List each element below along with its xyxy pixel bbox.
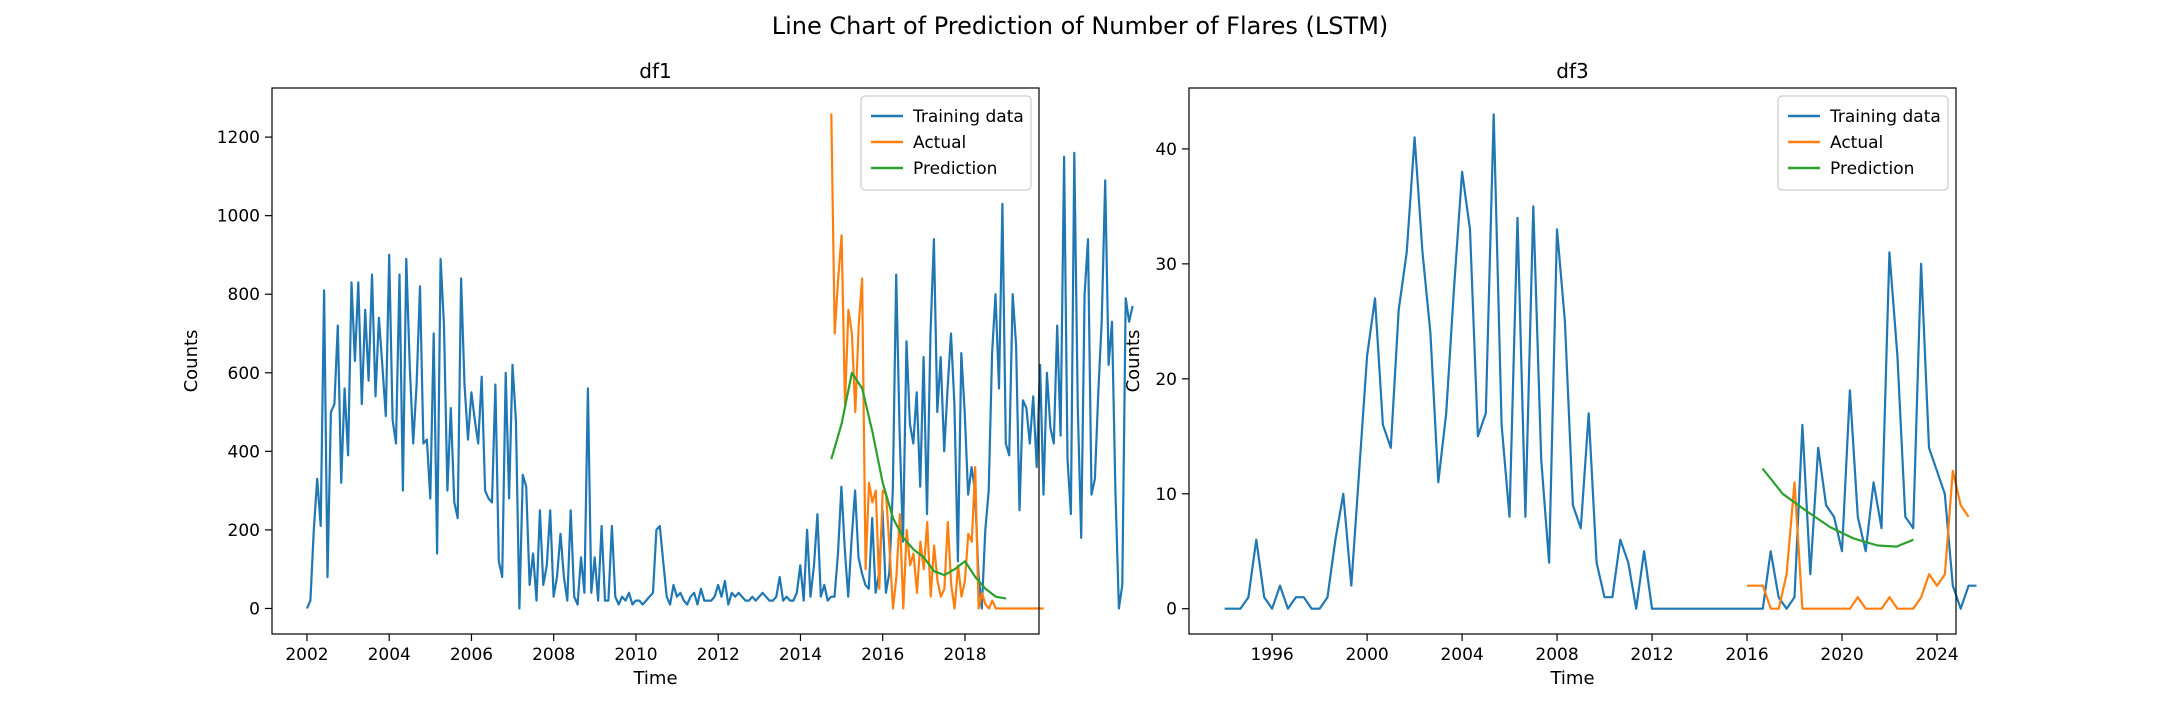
x-tick-label: 2000	[1345, 645, 1388, 665]
legend-box	[860, 95, 1032, 191]
x-tick-label: 2002	[285, 645, 328, 665]
legend-label: Actual	[1830, 133, 1883, 153]
y-tick-label: 20	[1155, 370, 1177, 390]
legend-label: Training data	[912, 107, 1024, 127]
x-tick-label: 2016	[861, 645, 904, 665]
series-line-actual	[1747, 469, 1970, 610]
y-tick-label: 1000	[217, 207, 260, 227]
y-tick-label: 1200	[217, 128, 260, 148]
legend-label: Prediction	[913, 159, 997, 179]
x-tick-label: 2016	[1725, 645, 1768, 665]
x-tick-label: 2020	[1820, 645, 1863, 665]
y-axis-label: Counts	[1123, 330, 1144, 393]
legend: Training data Actual Prediction	[1777, 95, 1949, 191]
x-tick-label: 2004	[1440, 645, 1483, 665]
series-line-training-data	[1224, 113, 1977, 610]
figure-title: Line Chart of Prediction of Number of Fl…	[772, 12, 1389, 40]
y-tick-label: 10	[1155, 485, 1177, 505]
y-tick-label: 0	[249, 599, 260, 619]
y-axis-label: Counts	[181, 330, 202, 393]
subplot-title: df1	[639, 59, 671, 83]
legend-label: Prediction	[1830, 159, 1914, 179]
x-tick-label: 2014	[779, 645, 822, 665]
series-line-prediction	[1761, 467, 1914, 548]
y-tick-label: 600	[228, 364, 260, 384]
legend-label: Training data	[1829, 107, 1941, 127]
x-tick-label: 2024	[1915, 645, 1958, 665]
x-axis-label: Time	[632, 668, 677, 689]
series-line-prediction	[830, 371, 1007, 600]
subplot-title: df3	[1556, 59, 1588, 83]
series-line-actual	[830, 113, 1044, 610]
x-tick-label: 2008	[532, 645, 575, 665]
legend-label: Actual	[913, 133, 966, 153]
x-tick-label: 2008	[1535, 645, 1578, 665]
y-tick-label: 200	[228, 521, 260, 541]
x-tick-label: 2012	[697, 645, 740, 665]
y-tick-label: 30	[1155, 255, 1177, 275]
series-line-training-data	[305, 151, 1134, 610]
subplot-df3: df3 1996 2000 2004 2008 2012 2016 2020 2024 0 10 20…	[1123, 59, 1977, 689]
x-tick-label: 2012	[1630, 645, 1673, 665]
x-axis-label: Time	[1549, 668, 1594, 689]
x-tick-label: 2006	[450, 645, 493, 665]
legend: Training data Actual Prediction	[860, 95, 1032, 191]
x-tick-label: 1996	[1250, 645, 1293, 665]
y-tick-label: 0	[1166, 600, 1177, 620]
legend-box	[1777, 95, 1949, 191]
x-tick-label: 2004	[368, 645, 411, 665]
subplot-df1: df1 2002 2004 2006 2008 2010 2012 2014 2016 2018 0…	[181, 59, 1134, 689]
y-tick-label: 40	[1155, 140, 1177, 160]
axes-frame	[271, 87, 1040, 635]
y-tick-label: 400	[228, 442, 260, 462]
x-tick-label: 2010	[614, 645, 657, 665]
y-tick-label: 800	[228, 285, 260, 305]
x-tick-label: 2018	[943, 645, 986, 665]
axes-frame	[1188, 87, 1957, 635]
